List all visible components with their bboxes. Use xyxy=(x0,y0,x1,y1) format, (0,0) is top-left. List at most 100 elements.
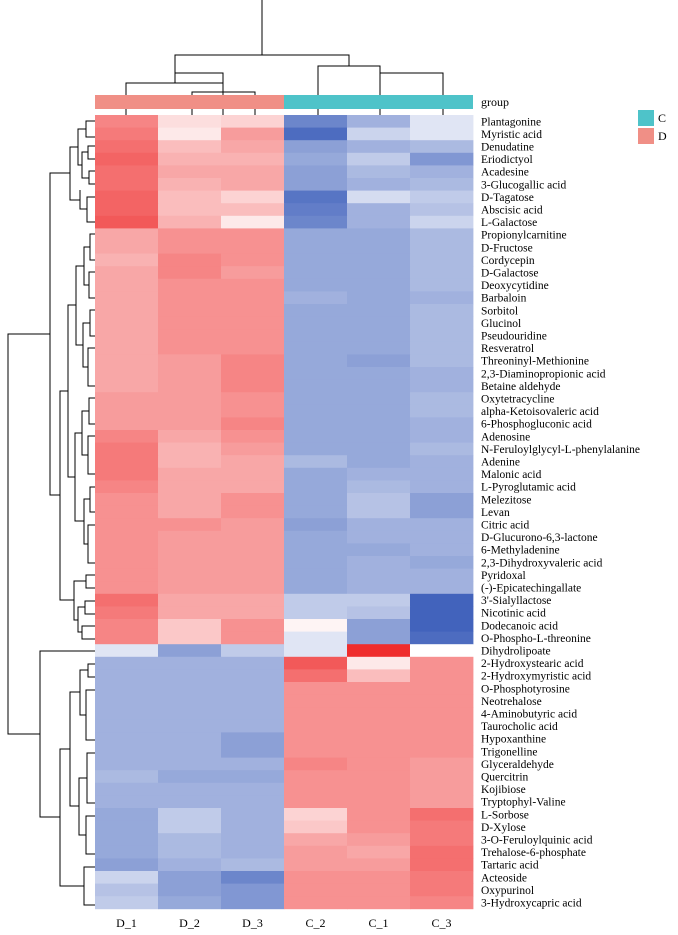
heatmap-cell xyxy=(158,581,222,595)
heatmap-cell xyxy=(347,631,411,645)
heatmap-cell xyxy=(95,190,159,204)
heatmap-cell xyxy=(158,165,222,179)
heatmap-cell xyxy=(221,505,285,519)
heatmap-cell xyxy=(95,543,159,557)
heatmap-cell xyxy=(95,165,159,179)
heatmap-cell xyxy=(347,354,411,368)
row-label: Hypoxanthine xyxy=(481,734,546,746)
heatmap-cell xyxy=(284,719,348,733)
heatmap-cell xyxy=(410,745,474,758)
heatmap-cell xyxy=(221,304,285,317)
heatmap-cell xyxy=(221,833,285,847)
heatmap-cell xyxy=(95,619,159,632)
heatmap-cell xyxy=(284,329,348,343)
heatmap-cell xyxy=(95,707,159,721)
row-label: Neotrehalose xyxy=(481,696,542,708)
heatmap-cell xyxy=(410,871,474,884)
row-label: Taurocholic acid xyxy=(481,721,558,733)
heatmap-cell xyxy=(410,707,474,721)
legend-swatch xyxy=(638,128,654,144)
heatmap-cell xyxy=(95,745,159,758)
heatmap-cell xyxy=(410,619,474,632)
heatmap-cell xyxy=(347,241,411,254)
heatmap-cell xyxy=(284,820,348,834)
heatmap-cell xyxy=(221,417,285,431)
heatmap-cell xyxy=(347,178,411,191)
column-label: C_3 xyxy=(431,916,451,930)
heatmap-cell xyxy=(95,115,159,128)
heatmap-cell xyxy=(221,253,285,267)
row-label: 2,3-Dihydroxyvaleric acid xyxy=(481,557,603,569)
heatmap-cell xyxy=(158,682,222,695)
heatmap-cell xyxy=(284,669,348,683)
row-dendrogram xyxy=(7,120,95,906)
heatmap-cell xyxy=(284,883,348,897)
heatmap-cell xyxy=(347,228,411,242)
heatmap-cell xyxy=(158,493,222,506)
heatmap-cell xyxy=(221,379,285,393)
legend-swatch xyxy=(638,110,654,126)
heatmap-cell xyxy=(158,757,222,771)
heatmap-cell xyxy=(95,228,159,242)
heatmap-cell xyxy=(221,404,285,418)
heatmap-cell xyxy=(221,430,285,443)
heatmap-cell xyxy=(221,556,285,569)
heatmap-cell xyxy=(221,820,285,834)
heatmap-cell xyxy=(221,669,285,683)
heatmap-cell xyxy=(284,530,348,544)
heatmap-cell xyxy=(221,316,285,330)
heatmap-cell xyxy=(95,795,159,809)
heatmap-cell xyxy=(221,455,285,469)
group-bar-cell xyxy=(158,95,221,109)
row-label: Malonic acid xyxy=(481,469,542,481)
heatmap-cell xyxy=(158,782,222,796)
heatmap-cell xyxy=(347,215,411,229)
row-label: Melezitose xyxy=(481,494,531,506)
heatmap-cell xyxy=(95,669,159,683)
heatmap-cell xyxy=(158,341,222,355)
heatmap-cell xyxy=(284,115,348,128)
heatmap-cell xyxy=(158,530,222,544)
heatmap-cell xyxy=(347,656,411,670)
row-label: Oxypurinol xyxy=(481,885,534,897)
heatmap-cell xyxy=(347,883,411,897)
heatmap-cell xyxy=(95,392,159,406)
heatmap-cell xyxy=(158,883,222,897)
heatmap-cell xyxy=(95,253,159,267)
heatmap-cell xyxy=(347,392,411,406)
heatmap-cell xyxy=(347,820,411,834)
heatmap-cell xyxy=(284,858,348,872)
heatmap-cell xyxy=(158,241,222,254)
heatmap-cell xyxy=(221,593,285,607)
group-bar-cell xyxy=(284,95,347,109)
row-label: L-Pyroglutamic acid xyxy=(481,482,576,494)
heatmap-cell xyxy=(221,543,285,557)
heatmap-cell xyxy=(158,619,222,632)
heatmap-cell xyxy=(284,266,348,280)
heatmap-cell xyxy=(221,178,285,191)
heatmap-cell xyxy=(221,329,285,343)
heatmap-cell xyxy=(221,266,285,280)
heatmap-cell xyxy=(284,304,348,317)
row-label: D-Tagatose xyxy=(481,192,534,204)
heatmap-cell xyxy=(95,480,159,494)
heatmap-cell xyxy=(347,455,411,469)
heatmap-cell xyxy=(284,581,348,595)
heatmap-cell xyxy=(347,329,411,343)
heatmap-cell xyxy=(95,442,159,456)
heatmap-cell xyxy=(221,782,285,796)
heatmap-cell xyxy=(410,165,474,179)
heatmap-cell xyxy=(158,480,222,494)
heatmap-cell xyxy=(95,845,159,859)
row-label: O-Phospho-L-threonine xyxy=(481,633,591,645)
heatmap-cell xyxy=(95,644,159,658)
heatmap-cell xyxy=(410,883,474,897)
heatmap-cell xyxy=(347,266,411,280)
heatmap-cell xyxy=(347,480,411,494)
row-label: Denudatine xyxy=(481,142,534,154)
heatmap-cell xyxy=(410,190,474,204)
heatmap-cell xyxy=(284,241,348,254)
heatmap-cell xyxy=(410,656,474,670)
heatmap-cell xyxy=(347,833,411,847)
row-label: Eriodictyol xyxy=(481,154,533,166)
